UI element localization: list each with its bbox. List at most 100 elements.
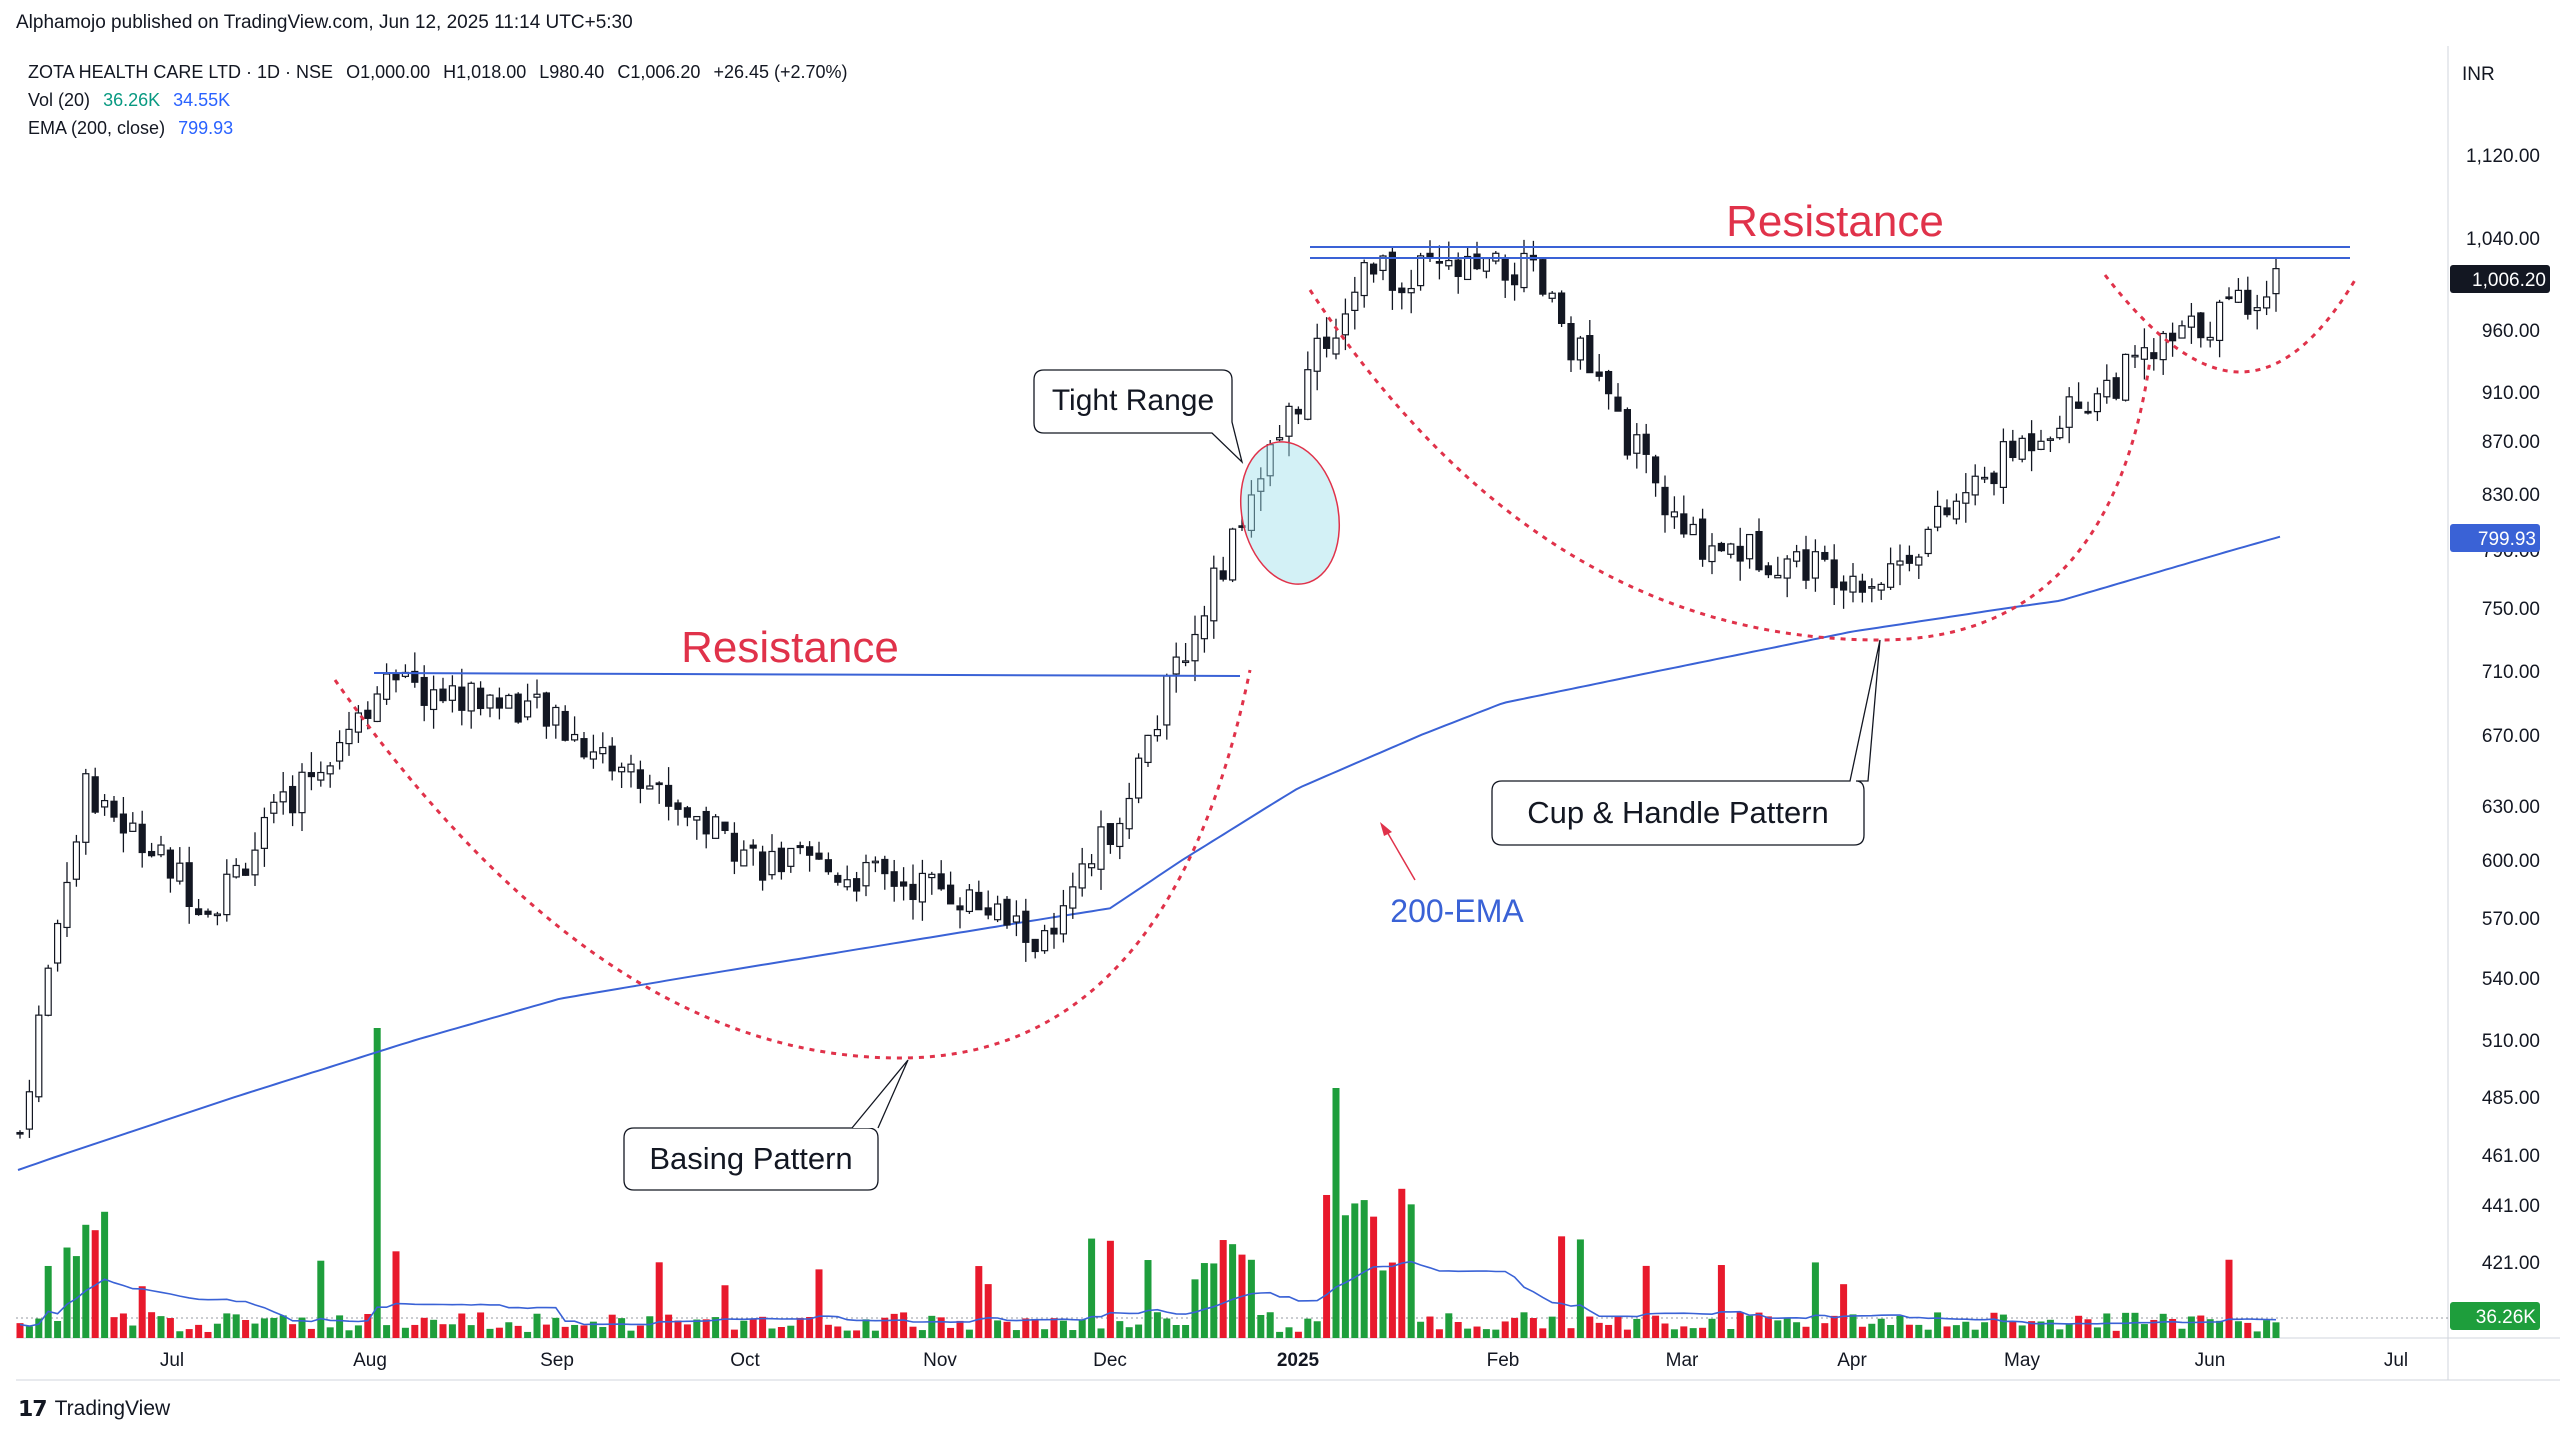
candle-body bbox=[1915, 556, 1923, 566]
candle-body bbox=[63, 881, 71, 929]
volume-bar bbox=[1727, 1329, 1735, 1338]
candle-body bbox=[1463, 255, 1472, 281]
volume-bar bbox=[2103, 1313, 2111, 1338]
price-tick-label: 910.00 bbox=[2482, 383, 2540, 404]
volume-bar bbox=[1059, 1320, 1067, 1338]
volume-bar bbox=[1858, 1326, 1866, 1338]
volume-bar bbox=[1088, 1238, 1096, 1338]
candle-body bbox=[1144, 734, 1152, 764]
volume-bar bbox=[1304, 1318, 1312, 1338]
basing-pattern-callout bbox=[623, 1127, 879, 1191]
last-price-tag bbox=[2450, 265, 2550, 293]
candle-body bbox=[1539, 259, 1547, 295]
candle-body bbox=[1153, 728, 1162, 737]
volume-bar bbox=[1257, 1314, 1265, 1338]
volume-bar bbox=[129, 1325, 137, 1338]
price-tick-label: 1,040.00 bbox=[2466, 229, 2540, 250]
volume-value: 36.26K bbox=[103, 90, 161, 110]
candle-body bbox=[796, 845, 804, 849]
candle-body bbox=[1294, 408, 1303, 415]
volume-bar bbox=[871, 1330, 879, 1338]
volume-bar bbox=[1605, 1324, 1613, 1338]
candle-body bbox=[1379, 255, 1387, 272]
currency-label: INR bbox=[2462, 64, 2495, 85]
candle-body bbox=[1078, 863, 1086, 889]
ema-tag-arrow bbox=[1385, 829, 1416, 881]
last-price-value: 1,006.20 bbox=[2472, 270, 2546, 291]
time-tick-label: Feb bbox=[1487, 1350, 1520, 1371]
volume-label[interactable]: Vol (20) bbox=[28, 90, 91, 110]
volume-bar bbox=[1229, 1244, 1237, 1338]
candle-body bbox=[53, 922, 62, 964]
candle-body bbox=[251, 849, 259, 876]
candle-body bbox=[1661, 486, 1669, 516]
candle-body bbox=[2065, 396, 2073, 428]
candle-body bbox=[909, 883, 917, 901]
candle-body bbox=[100, 799, 109, 808]
volume-bar bbox=[317, 1260, 325, 1338]
candle-body bbox=[1858, 580, 1867, 593]
candle-body bbox=[213, 913, 221, 917]
volume-bar bbox=[1003, 1321, 1011, 1338]
time-axis[interactable]: Jul Aug Sep Oct Nov Dec 2025 Feb Mar Apr May Jun Jul bbox=[160, 1350, 2408, 1371]
volume-bar bbox=[467, 1325, 475, 1338]
symbol-name[interactable]: ZOTA HEALTH CARE LTD · 1D · NSE bbox=[28, 62, 334, 82]
candle-body bbox=[1351, 291, 1359, 312]
candle-body bbox=[646, 785, 654, 790]
candle-body bbox=[1962, 492, 1970, 504]
candle-body bbox=[2131, 354, 2139, 358]
volume-bar bbox=[1313, 1321, 1321, 1338]
candle-body bbox=[298, 771, 306, 814]
volume-bar bbox=[2084, 1319, 2092, 1338]
volume-bar bbox=[777, 1327, 785, 1338]
volume-bar bbox=[693, 1319, 701, 1338]
candle-body bbox=[2018, 437, 2026, 460]
volume-bar bbox=[1717, 1265, 1725, 1338]
volume-bar bbox=[1642, 1265, 1650, 1338]
chart-legend: ZOTA HEALTH CARE LTD · 1D · NSE O1,000.0… bbox=[28, 58, 856, 142]
volume-bar bbox=[533, 1313, 541, 1338]
tight-range-label: Tight Range bbox=[1052, 384, 1214, 417]
candle-body bbox=[279, 791, 287, 803]
candle-body bbox=[204, 910, 212, 915]
volume-bar bbox=[1943, 1326, 1951, 1338]
candle-body bbox=[2253, 307, 2261, 312]
candle-body bbox=[1473, 253, 1481, 270]
candle-body bbox=[1783, 558, 1791, 579]
candle-body bbox=[364, 709, 372, 719]
brand-name[interactable]: TradingView bbox=[54, 1397, 171, 1420]
ema-value: 799.93 bbox=[178, 118, 234, 138]
volume-bar bbox=[1285, 1327, 1293, 1338]
candle-body bbox=[918, 872, 927, 903]
time-tick-label: May bbox=[2004, 1350, 2040, 1371]
volume-bar bbox=[448, 1324, 456, 1338]
ema-tag-label: 200-EMA bbox=[1390, 893, 1524, 929]
volume-bar bbox=[82, 1224, 90, 1338]
high-value: H1,018.00 bbox=[443, 62, 527, 82]
volume-bar bbox=[72, 1256, 80, 1338]
ema-label[interactable]: EMA (200, close) bbox=[28, 118, 166, 138]
price-tick-label: 461.00 bbox=[2482, 1146, 2540, 1167]
candle-body bbox=[834, 874, 842, 883]
volume-bar bbox=[185, 1329, 193, 1338]
resistance-label-left: Resistance bbox=[681, 623, 899, 672]
candle-body bbox=[1736, 545, 1744, 562]
candle-body bbox=[1454, 259, 1462, 278]
volume-bar bbox=[1962, 1321, 1970, 1338]
volume-bar bbox=[2178, 1328, 2186, 1338]
time-tick-label: Aug bbox=[353, 1350, 387, 1371]
volume-bar bbox=[16, 1323, 24, 1338]
volume-tag-value: 36.26K bbox=[2476, 1307, 2537, 1328]
volume-bar bbox=[1868, 1323, 1876, 1338]
volume-bar bbox=[2187, 1316, 2195, 1338]
volume-bar bbox=[1031, 1320, 1039, 1338]
price-axis[interactable]: 1,120.00 1,040.00 960.00 910.00 870.00 830.00… bbox=[2466, 146, 2540, 1274]
volume-bar bbox=[1934, 1312, 1942, 1338]
volume-bar bbox=[853, 1330, 861, 1338]
volume-bar bbox=[1699, 1327, 1707, 1338]
volume-bar bbox=[486, 1328, 494, 1338]
price-tick-label: 600.00 bbox=[2482, 851, 2540, 872]
candle-body bbox=[1999, 441, 2008, 488]
volume-bar bbox=[439, 1324, 447, 1338]
